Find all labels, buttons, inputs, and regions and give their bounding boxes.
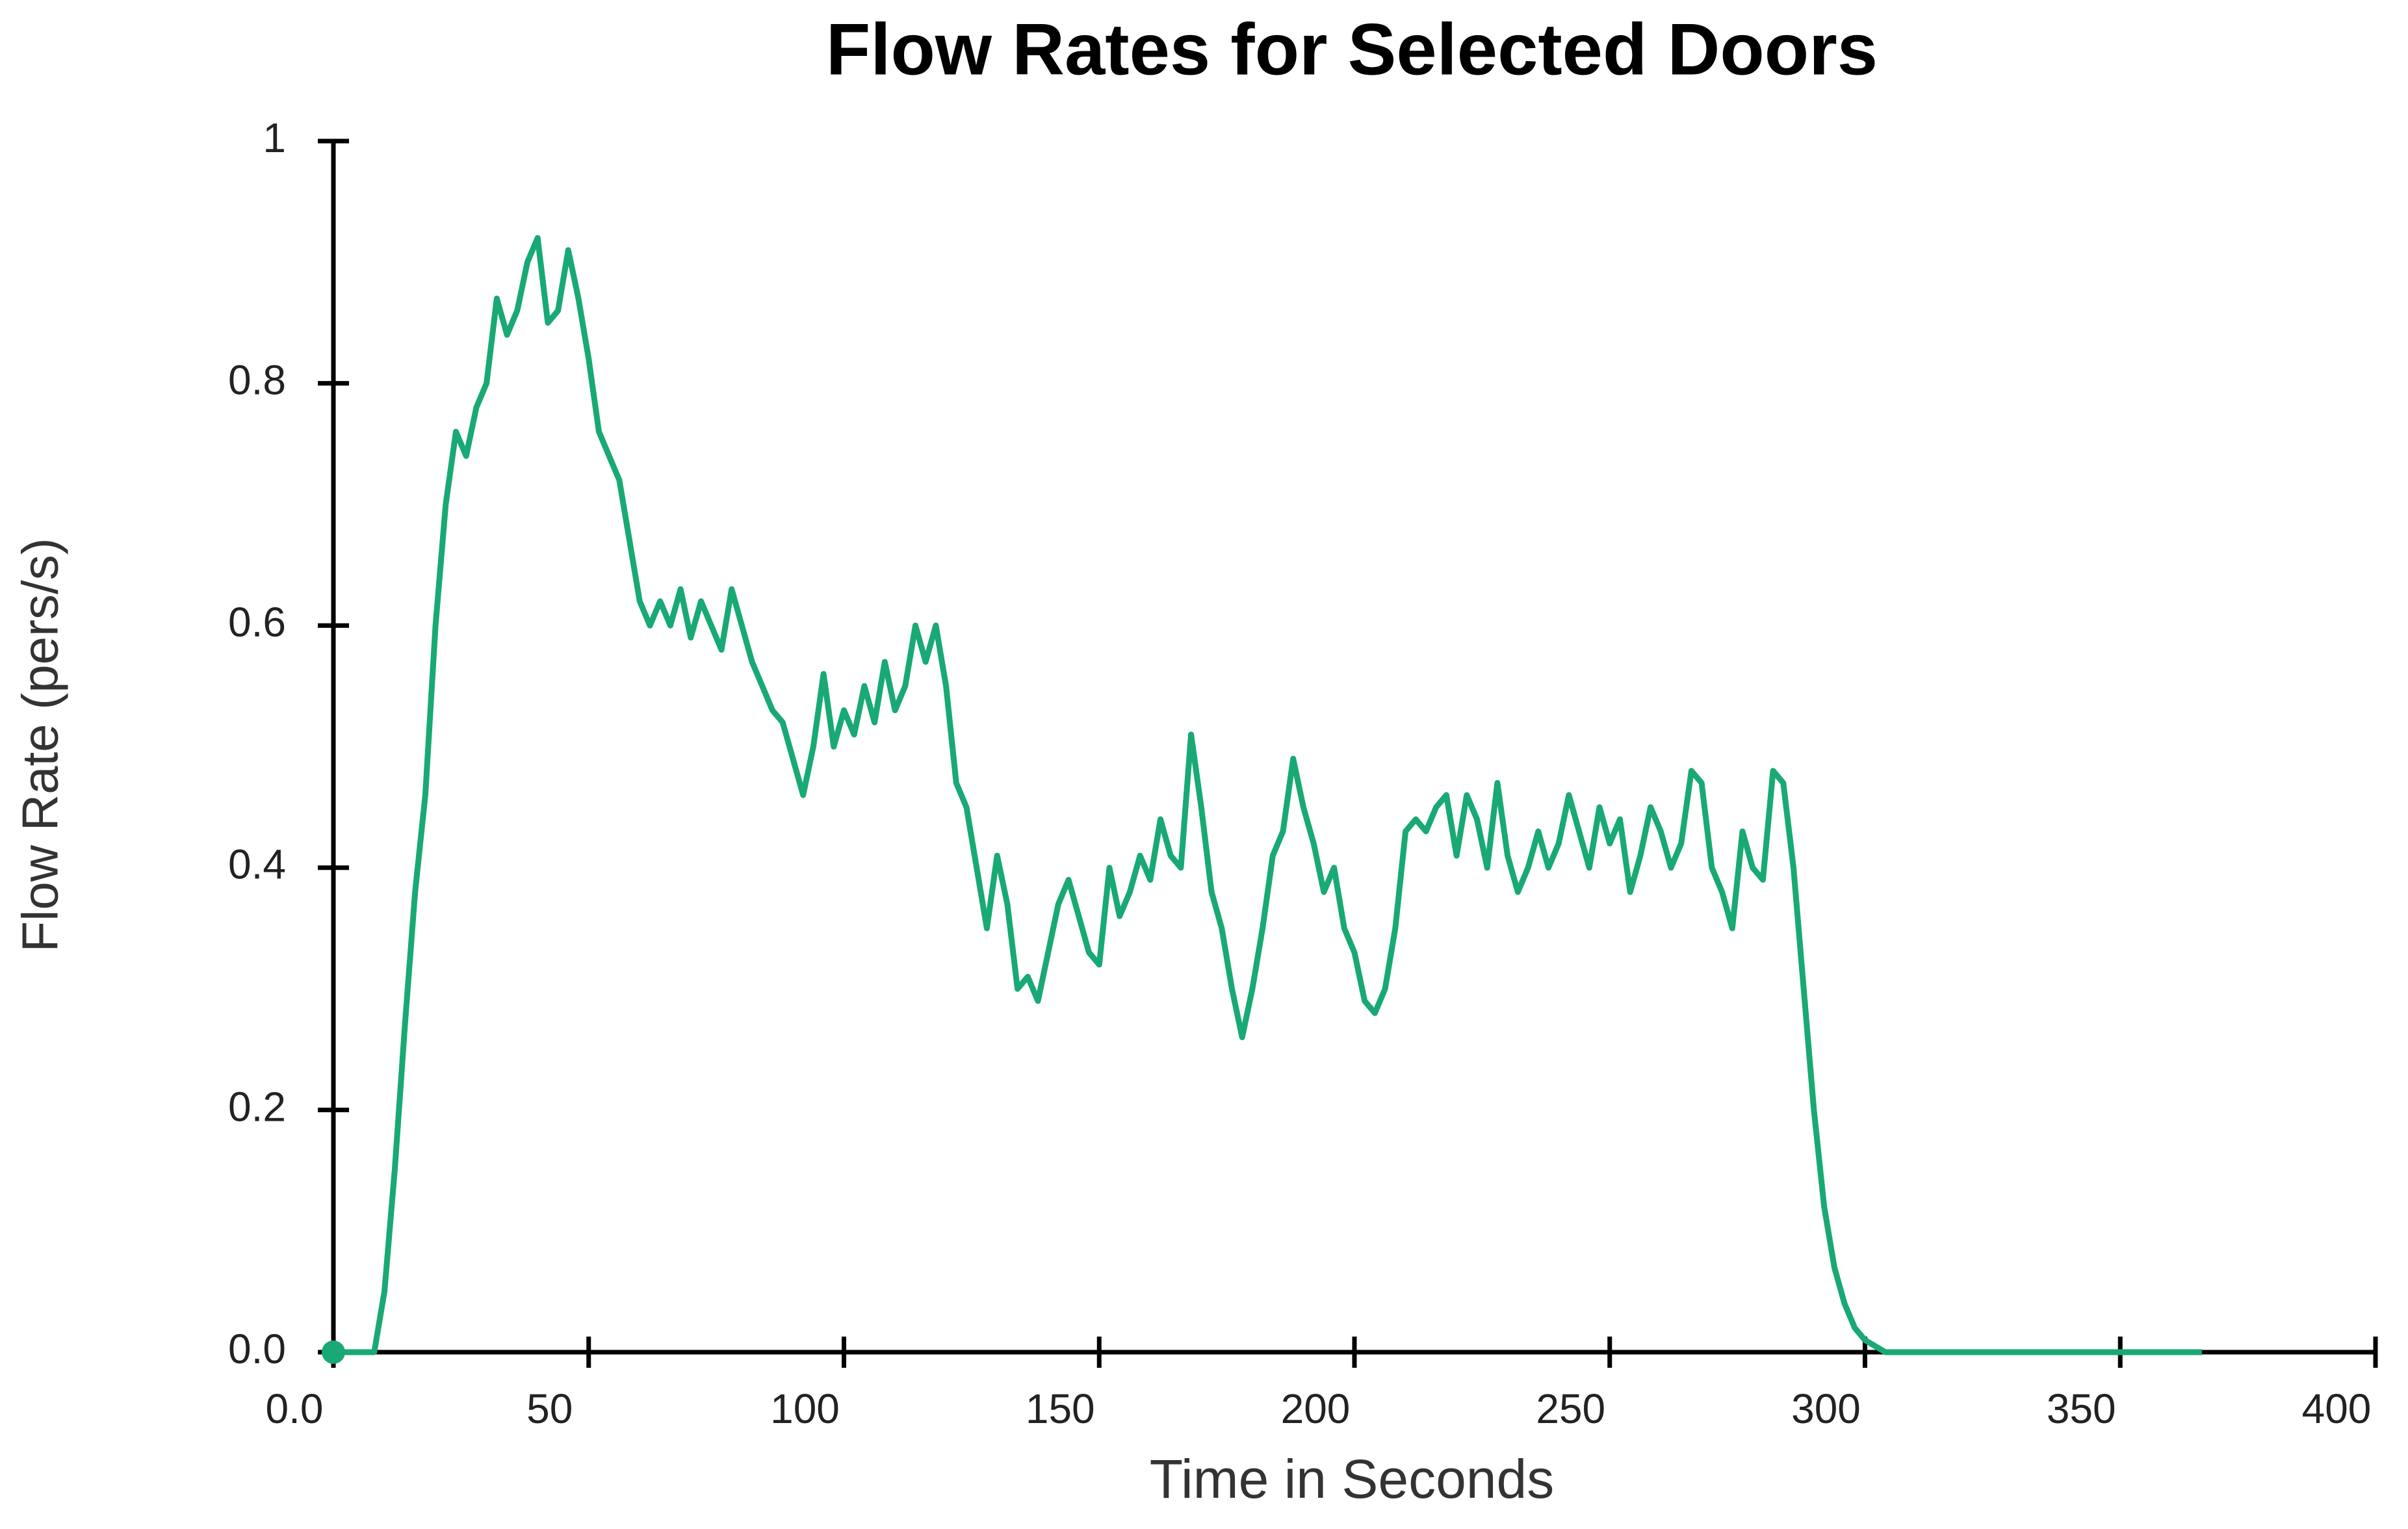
x-tick-label: 150 bbox=[1026, 1385, 1095, 1432]
x-tick-label: 50 bbox=[526, 1385, 573, 1432]
x-tick-label: 200 bbox=[1281, 1385, 1351, 1432]
x-tick-label: 350 bbox=[2047, 1385, 2116, 1432]
x-tick-label: 300 bbox=[1791, 1385, 1861, 1432]
flow-line bbox=[333, 235, 2202, 1355]
chart-title: Flow Rates for Selected Doors bbox=[826, 9, 1878, 90]
y-axis-label: Flow Rate (pers/s) bbox=[12, 538, 69, 952]
y-tick-label: 0.6 bbox=[228, 599, 286, 646]
x-tick-label: 250 bbox=[1536, 1385, 1605, 1432]
x-axis-label: Time in Seconds bbox=[1150, 1448, 1555, 1509]
x-tick-label: 100 bbox=[770, 1385, 840, 1432]
y-tick-label: 0.8 bbox=[228, 357, 286, 404]
y-tick-label: 1 bbox=[263, 114, 286, 161]
y-tick-label: 0.2 bbox=[228, 1083, 286, 1130]
y-tick-label: 0.0 bbox=[228, 1326, 286, 1372]
y-tick-label: 0.4 bbox=[228, 841, 286, 888]
x-tick-label: 0.0 bbox=[266, 1385, 324, 1432]
start-marker bbox=[322, 1340, 345, 1364]
x-tick-label: 400 bbox=[2302, 1385, 2372, 1432]
